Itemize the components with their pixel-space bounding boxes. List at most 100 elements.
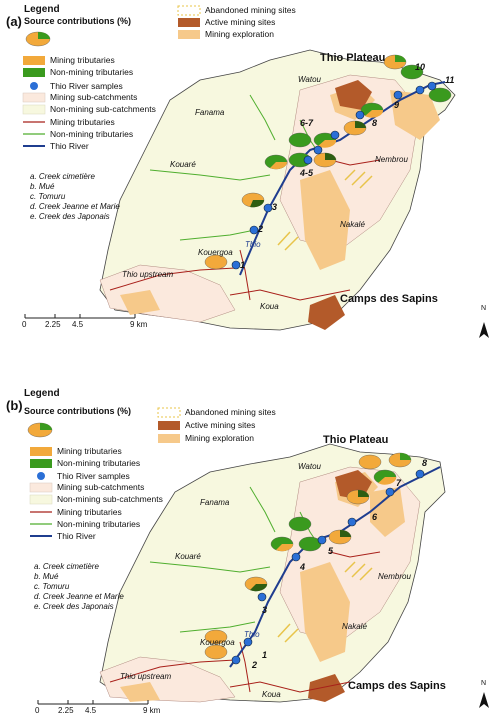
- legend-swatch-mining: [23, 56, 45, 65]
- pie-chart: [204, 629, 228, 645]
- panel-label: (a): [6, 14, 22, 29]
- legend-label: Abandoned mining sites: [185, 407, 276, 417]
- place-label: Nembrou: [378, 572, 411, 581]
- place-label: Kouergoa: [198, 248, 233, 257]
- exploration-area: [300, 170, 350, 270]
- legend-label: Mining sub-catchments: [57, 482, 145, 492]
- pie-chart: [288, 516, 312, 532]
- exploration-area: [300, 562, 350, 662]
- pie-chart: [328, 529, 352, 545]
- legend-label: Mining exploration: [205, 29, 274, 39]
- creek-item: e. Creek des Japonais: [30, 212, 110, 221]
- exploration-area: [120, 682, 160, 702]
- sample-label: 5: [328, 546, 334, 556]
- river-label: Thio: [244, 630, 260, 639]
- scale-tick: 2.25: [45, 320, 61, 329]
- place-label: Watou: [298, 462, 321, 471]
- creek-list: a. Creek cimetière b. Mué c. Tomuru d. C…: [30, 172, 120, 222]
- sample-label: 7: [396, 478, 402, 488]
- panel-label: (b): [6, 398, 23, 413]
- pie-chart: [400, 64, 424, 80]
- legend-swatch-active: [178, 18, 200, 27]
- legend-label: Mining tributaries: [57, 507, 122, 517]
- pie-chart: [383, 54, 407, 70]
- scale-tick: 4.5: [72, 320, 84, 329]
- map-canvas-a: [22, 5, 489, 338]
- pie-chart: [373, 469, 397, 485]
- legend-label: Mining tributaries: [50, 117, 115, 127]
- sample-points: [231, 469, 425, 665]
- place-label: Nembrou: [375, 155, 408, 164]
- legend-title: Legend: [24, 388, 60, 399]
- sample-label: 8: [372, 118, 378, 128]
- pie-chart: [313, 152, 337, 168]
- legend-label: Non-mining tributaries: [57, 519, 141, 529]
- legend-swatch-sample: [30, 82, 38, 90]
- legend-label: Thio River: [57, 531, 96, 541]
- legend-swatch-nonmining: [30, 459, 52, 468]
- legend-swatch-abandoned: [157, 407, 181, 418]
- legend-swatch-mining: [30, 447, 52, 456]
- creek-list: a. Creek cimetière b. Mué c. Tomuru d. C…: [34, 562, 124, 612]
- sample-label: 9: [394, 100, 400, 110]
- place-label: Fanama: [200, 498, 230, 507]
- sample-label: 2: [258, 224, 264, 234]
- legend-swatch-sample: [37, 472, 45, 480]
- pie-chart: [343, 120, 367, 136]
- exploration-area: [390, 90, 440, 140]
- legend-label: Thio River: [50, 141, 89, 151]
- place-label: Nakalé: [340, 220, 365, 229]
- pie-chart: [360, 102, 384, 118]
- scale-tick: 2.25: [58, 706, 74, 715]
- creek-item: d. Creek Jeanne et Marie: [34, 592, 124, 601]
- north-label: N: [481, 305, 487, 312]
- place-label: Nakalé: [342, 622, 367, 631]
- active-mining-site: [335, 80, 372, 110]
- scale-tick: 0: [22, 320, 27, 329]
- active-mining-site: [308, 295, 345, 330]
- sample-label: 11: [445, 75, 455, 85]
- scale-tick: 9 km: [143, 706, 161, 715]
- place-label: Camps des Sapins: [340, 293, 438, 305]
- place-label: Kouergoa: [200, 638, 235, 647]
- legend-swatch-abandoned: [177, 5, 201, 16]
- legend-swatch-mining-sub: [22, 92, 46, 103]
- legend-label: Mining exploration: [185, 433, 254, 443]
- scale-bar-graphic: [37, 700, 149, 705]
- mining-tributaries: [109, 551, 381, 693]
- place-label: Thio Plateau: [320, 52, 386, 64]
- pie-chart: [241, 192, 265, 208]
- legend-swatch-exploration: [158, 434, 180, 443]
- legend-label: Thio River samples: [57, 471, 130, 481]
- scale-tick: 9 km: [130, 320, 148, 329]
- sample-label: 6-7: [300, 118, 314, 128]
- place-label: Kouaré: [170, 160, 196, 169]
- legend-label: Mining tributaries: [50, 55, 115, 65]
- sample-label: 6: [372, 512, 378, 522]
- active-mining-site: [308, 674, 345, 702]
- creek-item: b. Mué: [30, 182, 55, 191]
- place-label: Thio upstream: [122, 270, 174, 279]
- map-panel-a: (a) Legend Source contributions (%): [0, 0, 500, 355]
- sample-label: 1: [240, 260, 246, 270]
- legend-label: Non-mining sub-catchments: [50, 104, 156, 114]
- place-label: Thio upstream: [120, 672, 172, 681]
- creek-item: a. Creek cimetière: [34, 562, 99, 571]
- creek-item: a. Creek cimetière: [30, 172, 95, 181]
- pie-chart: [204, 254, 228, 270]
- sample-label: 4: [300, 562, 306, 572]
- pie-chart: [346, 489, 370, 505]
- north-arrow-icon: [479, 692, 489, 708]
- legend-label: Abandoned mining sites: [205, 5, 296, 15]
- exploration-area: [370, 487, 405, 537]
- exploration-area: [120, 290, 160, 315]
- legend-pie-icon: [27, 422, 53, 438]
- north-label: N: [481, 680, 487, 687]
- pie-chart: [204, 644, 228, 660]
- pie-chart: [428, 87, 452, 103]
- legend-swatch-nonmining: [23, 68, 45, 77]
- pie-chart: [358, 454, 382, 470]
- sample-label: 3: [272, 202, 278, 212]
- pie-chart: [244, 576, 268, 592]
- pie-chart: [264, 154, 288, 170]
